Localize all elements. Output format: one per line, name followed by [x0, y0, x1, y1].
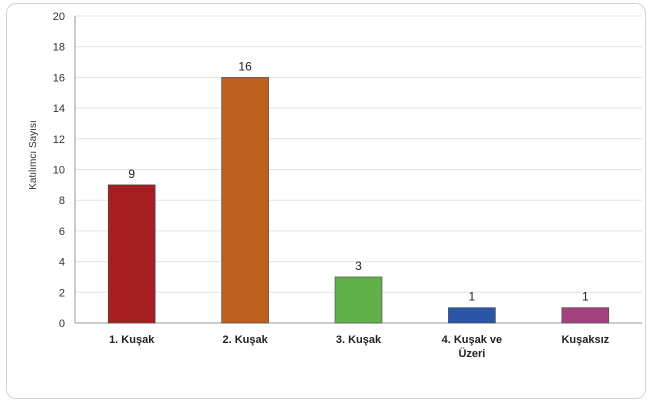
y-tick-label: 0: [59, 318, 65, 330]
data-label: 1: [469, 290, 476, 304]
y-axis-title: Katılımcı Sayısı: [28, 120, 39, 189]
data-label: 16: [238, 59, 252, 73]
gridlines: [75, 15, 642, 293]
bar: [334, 276, 383, 324]
x-category-label: Kuşaksız: [561, 334, 609, 346]
y-tick-label: 16: [53, 72, 65, 84]
y-tick-label: 14: [53, 103, 65, 115]
y-tick-label: 4: [59, 257, 65, 269]
bar: [221, 77, 269, 324]
x-category-label: Üzeri: [458, 347, 485, 360]
bar: [448, 307, 496, 324]
data-label: 3: [355, 259, 362, 273]
bar: [107, 184, 156, 324]
y-tick-label: 8: [59, 195, 65, 207]
y-tick-label: 6: [59, 226, 65, 238]
bars: [107, 77, 610, 324]
y-tick-labels: 0 2 4 6 8 10 12 14 16 18 20: [53, 11, 65, 330]
y-tick-label: 10: [53, 165, 65, 177]
y-tick-label: 12: [53, 134, 65, 146]
data-labels: 9 16 3 1 1: [128, 59, 589, 303]
y-tick-label: 18: [53, 42, 65, 54]
x-category-label: 3. Kuşak: [336, 334, 382, 346]
y-tick-label: 20: [53, 11, 65, 23]
x-category-labels: 1. Kuşak 2. Kuşak 3. Kuşak 4. Kuşak veÜzeri…: [109, 334, 610, 360]
data-label: 9: [128, 167, 135, 181]
x-category-label: 1. Kuşak: [109, 334, 155, 346]
y-tick-label: 2: [59, 287, 65, 299]
data-label: 1: [582, 290, 589, 304]
x-category-label: 2. Kuşak: [222, 334, 268, 346]
bar: [561, 307, 610, 324]
x-category-label: 4. Kuşak ve: [442, 334, 503, 346]
